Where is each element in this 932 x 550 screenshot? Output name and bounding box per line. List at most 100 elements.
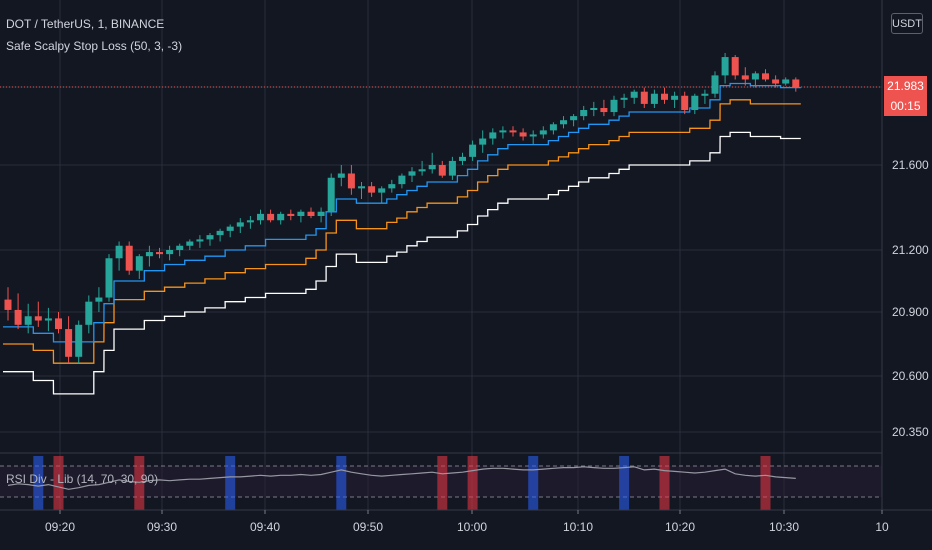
candle-body [671, 95, 679, 100]
candle-body [277, 213, 285, 221]
candle-body [358, 186, 365, 189]
candle-body [610, 99, 618, 113]
candle-body [226, 226, 234, 231]
candle-body [257, 213, 264, 221]
last-price-label: 21.983 [884, 76, 927, 96]
candle-body [166, 250, 174, 255]
candle-body [145, 252, 153, 257]
time-tick-label: 09:40 [250, 520, 280, 534]
candle-body [630, 91, 638, 98]
candle-body [661, 93, 668, 100]
candle-body [640, 91, 648, 104]
rsi-bear-marker [437, 456, 448, 510]
candle-body [44, 318, 52, 321]
time-tick-label: 09:30 [147, 520, 177, 534]
rsi-bull-marker [33, 456, 44, 510]
candle-body [55, 318, 62, 330]
time-axis-bg [0, 510, 932, 550]
candle-body [428, 165, 436, 170]
candle-body [772, 79, 780, 84]
candle-body [489, 132, 497, 139]
rsi-bear-marker [659, 456, 670, 510]
candles[interactable] [4, 52, 800, 364]
candle-body [206, 235, 214, 240]
candle-body [176, 245, 184, 250]
candle-body [701, 93, 709, 96]
stop-line-white [3, 131, 801, 395]
grid [0, 0, 883, 510]
candle-body [560, 120, 567, 125]
candle-body [529, 134, 537, 137]
time-tick-label: 09:50 [353, 520, 383, 534]
candle-body [115, 245, 123, 259]
time-tick-label: 10:30 [769, 520, 799, 534]
candle-body [388, 184, 396, 189]
stop-line-blue [3, 82, 801, 343]
rsi-bear-marker [467, 456, 478, 510]
candle-body [267, 213, 275, 221]
candle-body [650, 93, 658, 104]
currency-badge[interactable]: USDT [891, 13, 923, 34]
candle-body [499, 130, 507, 133]
candle-body [317, 211, 325, 216]
rsi-bull-marker [528, 456, 539, 510]
time-tick-label: 10:10 [563, 520, 593, 534]
candle-body [105, 258, 113, 298]
candle-body [246, 220, 254, 223]
rsi-bear-marker [53, 456, 64, 510]
candle-body [570, 116, 578, 121]
candle-body [681, 95, 689, 111]
candle-body [762, 73, 769, 80]
candle-body [216, 230, 224, 236]
rsi-bear-marker [760, 456, 771, 510]
candle-body [741, 75, 749, 80]
candle-body [307, 211, 315, 216]
countdown-label: 00:15 [884, 96, 927, 116]
candle-body [539, 130, 547, 135]
candle-body [691, 95, 699, 111]
candle-body [731, 57, 739, 76]
candle-body [186, 241, 194, 246]
time-tick-label: 10 [875, 520, 889, 534]
rsi-bear-marker [134, 456, 145, 510]
rsi-legend[interactable]: RSI Div - Lib (14, 70, 30, 90) [6, 472, 159, 486]
candle-body [378, 188, 386, 193]
price-tick-label: 20.600 [892, 369, 929, 383]
price-tick-label: 20.350 [892, 425, 929, 439]
rsi-bull-marker [225, 456, 236, 510]
candle-body [287, 213, 295, 216]
time-tick-label: 10:00 [457, 520, 487, 534]
candle-body [125, 245, 133, 271]
price-tick-label: 20.900 [892, 305, 929, 319]
rsi-bull-marker [336, 456, 347, 510]
price-tick-label: 21.600 [892, 158, 929, 172]
symbol-legend[interactable]: DOT / TetherUS, 1, BINANCE [6, 17, 165, 31]
candle-body [408, 171, 416, 176]
candle-body [792, 79, 800, 88]
candle-body [337, 173, 345, 178]
candle-body [85, 301, 93, 325]
stop-loss-lines [3, 82, 801, 395]
candle-body [297, 211, 305, 216]
candle-body [600, 107, 608, 113]
candle-body [65, 329, 73, 357]
candle-body [549, 124, 557, 131]
candle-body [519, 132, 527, 137]
candle-body [469, 144, 477, 157]
candle-body [479, 138, 487, 145]
rsi-pane [0, 452, 882, 510]
candle-body [620, 97, 628, 100]
candle-body [459, 156, 466, 161]
candle-body [135, 256, 143, 271]
rsi-line [7, 466, 796, 490]
indicator-legend[interactable]: Safe Scalpy Stop Loss (50, 3, -3) [6, 39, 183, 53]
candle-body [156, 252, 163, 255]
candle-body [347, 173, 355, 189]
candle-body [438, 165, 446, 176]
candle-body [236, 222, 244, 227]
time-tick-label: 09:20 [45, 520, 75, 534]
stop-line-orange [3, 99, 801, 364]
candle-body [196, 239, 204, 242]
